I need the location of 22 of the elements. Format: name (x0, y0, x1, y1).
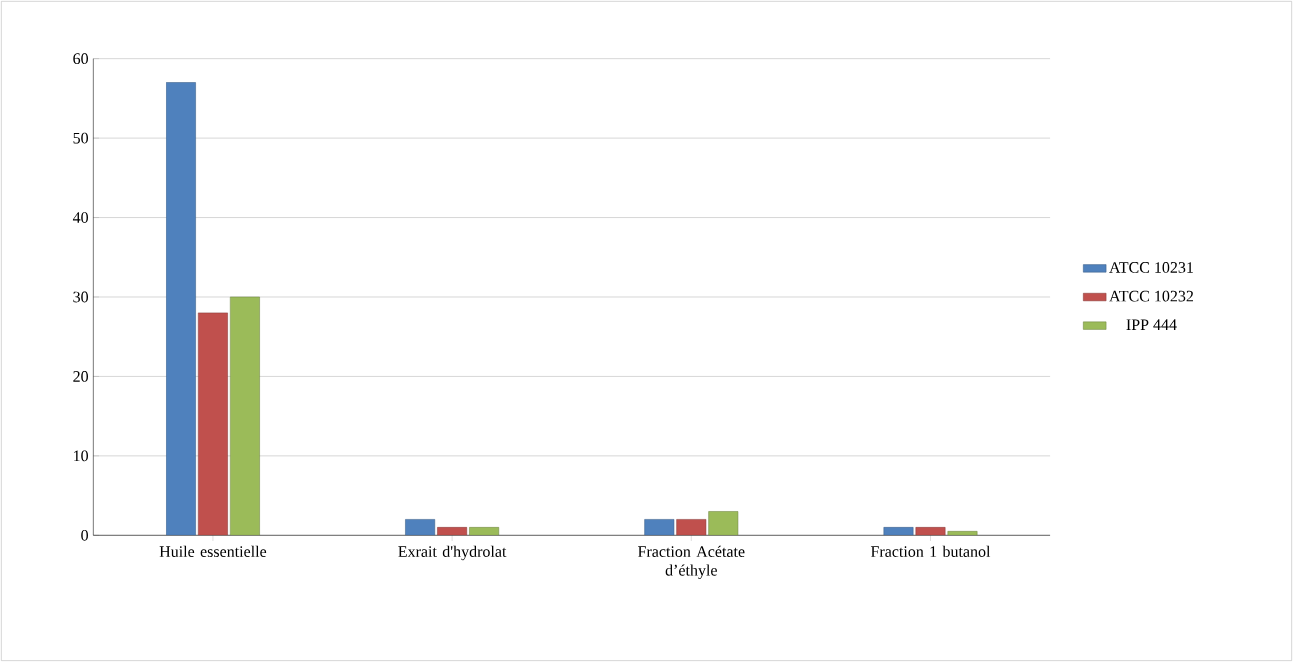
legend-label: IPP 444 (1126, 319, 1177, 330)
y-tick-label: 10 (74, 450, 88, 462)
y-tick-label: 20 (73, 371, 88, 382)
bar (405, 519, 436, 536)
bar (676, 519, 707, 536)
y-tick-label: 50 (73, 132, 88, 144)
bar (883, 527, 914, 536)
bar (197, 312, 228, 536)
bar (165, 82, 196, 536)
legend-label: ATCC 10232 (1109, 290, 1194, 302)
y-tick-label: 0 (81, 529, 88, 541)
x-tick-label: Exrait d'hydrolat (398, 545, 507, 561)
bar (644, 519, 675, 536)
x-tick-label: Fraction 1 butanol (870, 545, 991, 557)
y-tick-label: 40 (72, 212, 88, 223)
y-tick-label: 30 (73, 291, 88, 303)
legend-label: ATCC 10231 (1109, 262, 1193, 273)
y-tick-label: 60 (73, 53, 88, 65)
bar (229, 296, 260, 536)
x-tick-label: Fraction Acétate d’éthyle (638, 545, 745, 579)
bar (708, 511, 739, 536)
x-tick-label: Huile essentielle (159, 545, 267, 557)
